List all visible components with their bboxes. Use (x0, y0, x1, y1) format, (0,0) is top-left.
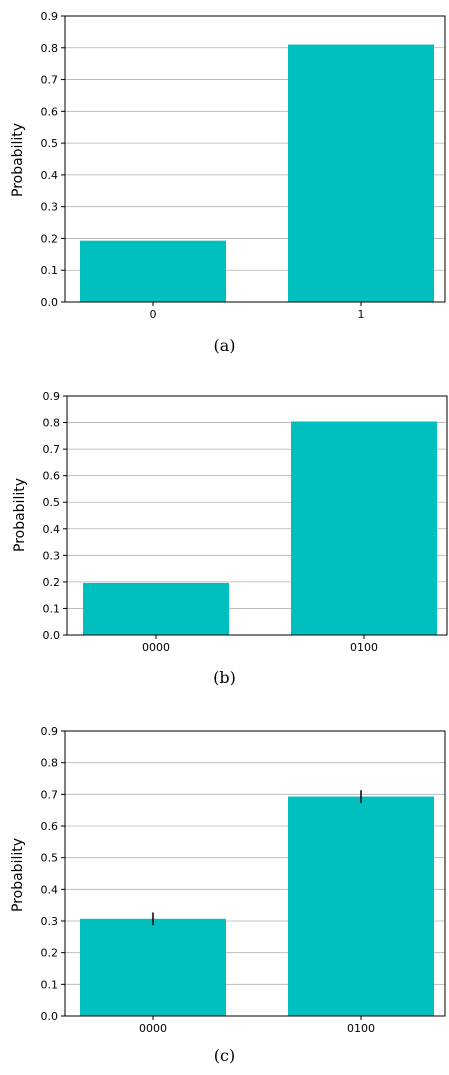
plot-frame (64, 15, 446, 303)
y-tick-label: 0.1 (41, 978, 59, 991)
chart-panel-b: 0.0 0.1 0.2 0.3 0.4 0.5 0.6 0.7 0.8 0.9 0000 0100 Pr… (0, 380, 449, 660)
x-tick-label: 0100 (347, 1022, 375, 1035)
y-tick-label: 0.7 (41, 788, 59, 801)
y-tick-label: 0.4 (41, 169, 59, 182)
y-tick-label: 0.4 (43, 523, 61, 536)
y-tick-label: 0.1 (41, 264, 59, 277)
bar-1 (288, 44, 434, 302)
bar-0100 (291, 421, 437, 635)
y-tick-label: 0.5 (41, 137, 59, 150)
x-tick-label: 1 (358, 308, 365, 321)
bar-0 (80, 240, 226, 302)
y-tick-label: 0.5 (43, 496, 61, 509)
y-tick-label: 0.9 (41, 10, 59, 23)
bar-0100 (288, 796, 434, 1016)
y-tick-label: 0.3 (41, 915, 59, 928)
y-tick-label: 0.2 (41, 947, 59, 960)
y-tick-label: 0.5 (41, 852, 59, 865)
y-tick-label: 0.6 (41, 105, 59, 118)
y-tick-label: 0.9 (41, 725, 59, 738)
y-tick-label: 0.6 (41, 820, 59, 833)
y-tick-label: 0.9 (43, 390, 61, 403)
y-tick-label: 0.8 (43, 417, 61, 430)
y-tick-label: 0.0 (43, 629, 61, 642)
chart-panel-a: 0.0 0.1 0.2 0.3 0.4 0.5 0.6 0.7 0.8 0.9 0 1 Probabil… (0, 0, 449, 330)
x-tick-label: 0000 (139, 1022, 167, 1035)
caption-b: (b) (213, 668, 236, 687)
y-tick-label: 0.6 (43, 470, 61, 483)
plot-frame (66, 395, 448, 636)
bar-chart-b: 0.0 0.1 0.2 0.3 0.4 0.5 0.6 0.7 0.8 0.9 0000 0100 Pr… (12, 390, 448, 654)
y-axis-label: Probability (10, 838, 26, 912)
chart-panel-c: 0.0 0.1 0.2 0.3 0.4 0.5 0.6 0.7 0.8 0.9 0000 0100 Pr… (0, 715, 449, 1035)
y-tick-label: 0.8 (41, 757, 59, 770)
x-tick-label: 0100 (350, 641, 378, 654)
y-tick-label: 0.0 (41, 296, 59, 309)
y-tick-label: 0.4 (41, 883, 59, 896)
y-tick-label: 0.3 (41, 201, 59, 214)
y-tick-label: 0.7 (41, 74, 59, 87)
y-tick-label: 0.8 (41, 42, 59, 55)
caption-c: (c) (213, 1046, 236, 1065)
y-tick-label: 0.2 (41, 232, 59, 245)
y-tick-label: 0.7 (43, 443, 61, 456)
plot-frame (64, 730, 446, 1017)
caption-a: (a) (213, 336, 236, 355)
y-axis-label: Probability (12, 478, 28, 552)
x-tick-label: 0000 (142, 641, 170, 654)
y-axis-label: Probability (10, 123, 26, 197)
bar-0000 (80, 918, 226, 1016)
x-tick-label: 0 (150, 308, 157, 321)
y-tick-label: 0.1 (43, 602, 61, 615)
bar-chart-a: 0.0 0.1 0.2 0.3 0.4 0.5 0.6 0.7 0.8 0.9 0 1 Probabil… (10, 10, 446, 321)
bar-chart-c: 0.0 0.1 0.2 0.3 0.4 0.5 0.6 0.7 0.8 0.9 0000 0100 Pr… (10, 725, 446, 1035)
bar-0000 (83, 582, 229, 635)
y-tick-label: 0.3 (43, 549, 61, 562)
y-tick-label: 0.0 (41, 1010, 59, 1023)
y-tick-label: 0.2 (43, 576, 61, 589)
